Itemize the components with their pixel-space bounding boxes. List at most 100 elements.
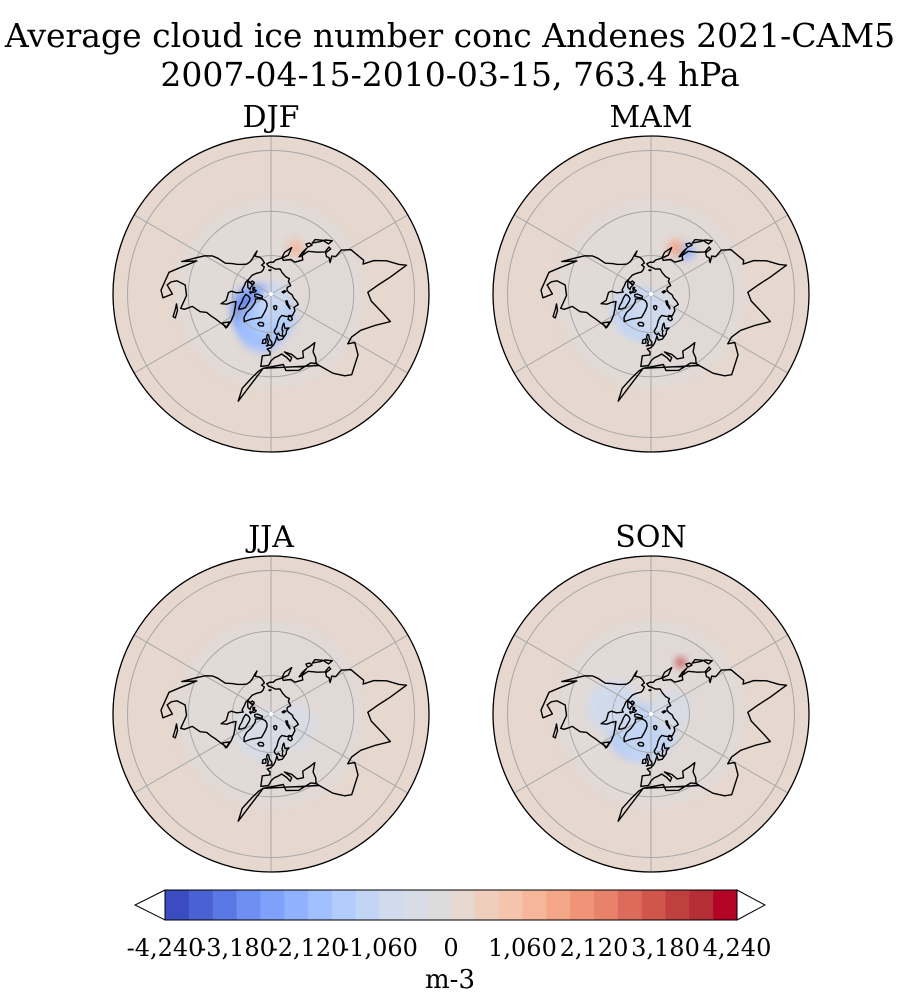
coastline [691,238,713,245]
colorbar-segment [236,890,261,920]
coastline [540,670,646,748]
colorbar-tick: -4,240 [126,934,204,962]
colorbar-segment [284,890,309,920]
colorbar-segment [689,890,714,920]
coastline [160,250,266,328]
coastline [254,293,264,299]
map-mam [492,135,810,453]
coastline [261,758,267,765]
anomaly-cell [675,657,686,668]
coastline [628,710,632,715]
colorbar-segment [665,890,690,920]
colorbar-tick: -2,120 [269,934,347,962]
coastline [661,290,667,294]
coastline [691,658,713,665]
coastline [645,333,653,347]
colorbar-segment [427,890,452,920]
coastline [678,667,688,678]
coastline [298,667,308,678]
coastline [634,713,644,719]
coastline [632,706,636,711]
coastline [632,286,636,291]
colorbar-segment [522,890,547,920]
map-outline [492,555,810,873]
colorbar-segment [570,890,595,920]
coastline [661,710,667,714]
colorbar-segment [331,890,357,920]
anomaly-cell [650,689,692,732]
map-outline [112,135,430,453]
coastline [260,666,408,797]
coastline [652,724,658,731]
coastline [268,689,272,692]
north-pole-marker [269,292,273,296]
coastline [172,723,179,739]
coastline [665,720,671,730]
colorbar-segment [165,890,190,920]
coastline [642,782,700,792]
coastline [248,710,252,715]
coastline [617,293,631,310]
coastline [648,689,652,692]
colorbar-segment [713,890,738,920]
coastline [685,662,693,668]
colorbar-tick: 0 [443,934,459,962]
coastline [243,298,268,323]
colorbar-segment [498,890,523,920]
coastline [652,304,658,311]
north-pole-marker [269,712,273,716]
coastline [261,338,267,345]
coastline [552,723,559,739]
coastline [637,741,645,747]
map-jja [112,555,430,873]
coastline [272,304,278,311]
panel-title-mam: MAM [609,100,693,135]
colorbar-segment [379,890,404,920]
coastline [257,321,265,327]
coastline [617,713,631,730]
coastline [298,247,308,258]
colorbar-segment [260,890,285,920]
coastline [285,720,291,730]
coastline [640,246,788,377]
colorbar-tick: -3,180 [198,934,275,962]
colorbar-segment [641,890,666,920]
colorbar-tick: 2,120 [559,934,629,962]
coastline [629,700,635,706]
north-pole-marker [649,292,653,296]
coastline [617,787,644,822]
coastline [237,787,264,822]
coastline [640,666,788,797]
coastline [254,713,264,719]
coastline [281,290,287,294]
coastline [552,303,559,319]
coastline [648,269,652,272]
colorbar-segment [451,890,476,920]
colorbar-tick: 4,240 [702,934,772,962]
colorbar-segment [617,890,643,920]
panel-title-jja: JJA [248,520,294,555]
coastline [637,321,645,327]
coastline [642,362,700,372]
coastline [678,247,688,258]
coastline [629,280,635,286]
coastline [685,242,693,248]
colorbar-segment [594,890,619,920]
colorbar [133,889,767,921]
chart-subtitle: 2007-04-15-2010-03-15, 763.4 hPa [160,55,740,94]
coastline [265,753,273,767]
anomaly-cell [667,240,684,256]
coastline [305,662,313,668]
coastline [252,286,256,291]
chart-title: Average cloud ice number conc Andenes 20… [4,16,896,55]
coastline [305,242,313,248]
colorbar-segment [474,890,500,920]
colorbar-extend-max [736,889,767,921]
coastline [272,724,278,731]
coastline [249,700,255,706]
coastline [628,290,632,295]
coastline [268,269,272,272]
coastline [262,362,320,372]
coastline [665,300,671,310]
coastline [623,298,648,323]
